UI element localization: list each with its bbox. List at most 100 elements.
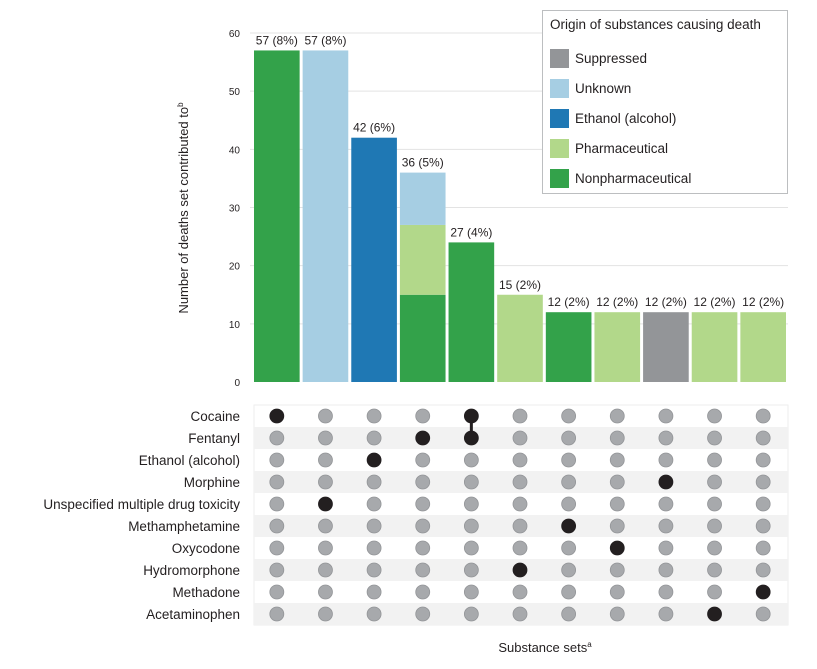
matrix-dot-inactive xyxy=(463,496,479,512)
matrix-dot-inactive xyxy=(318,430,333,446)
bar-value-label: 27 (4%) xyxy=(450,225,492,239)
matrix-dot-inactive xyxy=(755,606,771,622)
legend-label: Suppressed xyxy=(575,50,648,66)
matrix-dot-inactive xyxy=(561,562,577,578)
matrix-dot-inactive xyxy=(318,474,333,490)
matrix-dot-inactive xyxy=(366,518,382,534)
matrix-dot-inactive xyxy=(561,452,577,468)
substance-labels: Cocaine Fentanyl Ethanol (alcohol) Morphine… xyxy=(43,409,240,622)
matrix-dot-inactive xyxy=(415,408,431,424)
matrix-dot-inactive xyxy=(561,408,577,424)
matrix-dot-inactive xyxy=(366,474,382,490)
legend-label: Pharmaceutical xyxy=(575,140,669,156)
matrix-dot-inactive xyxy=(366,562,382,578)
matrix-dot-inactive xyxy=(658,430,674,446)
matrix-dot-inactive xyxy=(415,452,431,468)
matrix-dot-inactive xyxy=(755,518,771,534)
substance-label: Methadone xyxy=(172,585,240,600)
matrix-dot-inactive xyxy=(415,562,431,578)
matrix-dot-active xyxy=(658,474,674,490)
bar-segment-nonpharmaceutical xyxy=(448,242,495,382)
matrix-dot-inactive xyxy=(512,584,528,600)
legend-item-nonpharmaceutical: Nonpharmaceutical xyxy=(550,168,691,188)
matrix-dot-inactive xyxy=(463,518,479,534)
matrix-dot-inactive xyxy=(755,540,771,556)
matrix-dot-inactive xyxy=(318,408,333,424)
matrix-dot-inactive xyxy=(609,518,625,534)
legend-swatch xyxy=(550,138,569,158)
matrix-dot-inactive xyxy=(463,540,479,556)
bar-value-label: 12 (2%) xyxy=(645,295,687,309)
matrix-dot-inactive xyxy=(415,584,431,600)
matrix-dot-active xyxy=(512,562,528,578)
matrix-dot-inactive xyxy=(415,518,431,534)
matrix-dot-inactive xyxy=(707,540,722,556)
matrix-dot-inactive xyxy=(707,496,722,512)
matrix-dot-inactive xyxy=(609,584,625,600)
legend-title: Origin of substances causing death xyxy=(550,17,761,32)
bar-segment-suppressed xyxy=(643,312,689,382)
matrix-dot-inactive xyxy=(755,452,771,468)
bar-value-label: 15 (2%) xyxy=(499,278,541,292)
matrix-dot-inactive xyxy=(561,430,577,446)
legend: Origin of substances causing death Suppr… xyxy=(542,10,788,194)
matrix-dot-inactive xyxy=(561,474,577,490)
matrix-dot-inactive xyxy=(755,474,771,490)
bar-value-label: 57 (8%) xyxy=(304,33,346,47)
y-axis-label-superscript: b xyxy=(176,102,185,107)
matrix-dot-inactive xyxy=(318,518,333,534)
substance-label: Unspecified multiple drug toxicity xyxy=(43,497,240,512)
y-axis-label: Number of deaths set contributed tob xyxy=(176,102,191,314)
bar-segment-unknown xyxy=(302,50,349,382)
matrix-dot-inactive xyxy=(512,496,528,512)
matrix-dot-inactive xyxy=(707,562,722,578)
bar-value-label: 12 (2%) xyxy=(694,295,736,309)
matrix-dot-inactive xyxy=(366,496,382,512)
matrix-dot-inactive xyxy=(658,562,674,578)
matrix-dot-inactive xyxy=(463,584,479,600)
matrix-dot-active xyxy=(707,606,722,622)
matrix-dot-active xyxy=(609,540,625,556)
matrix-dot-inactive xyxy=(658,518,674,534)
matrix-dot-inactive xyxy=(658,408,674,424)
matrix-dot-inactive xyxy=(318,584,333,600)
substance-label: Ethanol (alcohol) xyxy=(139,453,240,468)
matrix-dot-inactive xyxy=(512,408,528,424)
matrix-dot-inactive xyxy=(415,606,431,622)
matrix-dot-inactive xyxy=(609,452,625,468)
matrix-dot-active xyxy=(269,408,285,424)
matrix-dot-active xyxy=(463,408,479,424)
bar-segment-pharmaceutical xyxy=(497,294,543,382)
legend-swatch xyxy=(550,78,569,98)
legend-label: Ethanol (alcohol) xyxy=(575,110,677,126)
matrix-dot-inactive xyxy=(366,584,382,600)
bar-value-label: 36 (5%) xyxy=(402,156,444,170)
matrix-dot-inactive xyxy=(366,606,382,622)
matrix-dot-inactive xyxy=(415,540,431,556)
matrix-dot-inactive xyxy=(755,496,771,512)
substance-label: Methamphetamine xyxy=(128,519,240,534)
legend-item-pharmaceutical: Pharmaceutical xyxy=(550,138,668,158)
matrix-dot-inactive xyxy=(561,606,577,622)
matrix-dot-active xyxy=(463,430,479,446)
matrix-dot-inactive xyxy=(707,430,722,446)
bar-labels: 57 (8%) 57 (8%) 42 (6%) 36 (5%) 27 (4%) 15 (2… xyxy=(256,33,784,309)
y-tick-label: 0 xyxy=(234,378,240,389)
legend-item-unknown: Unknown xyxy=(550,78,631,98)
matrix-dot-active xyxy=(561,518,577,534)
substance-label: Acetaminophen xyxy=(146,607,240,622)
matrix-dot-inactive xyxy=(609,408,625,424)
matrix-dot-inactive xyxy=(463,606,479,622)
matrix-dot-inactive xyxy=(463,562,479,578)
matrix-dot-inactive xyxy=(366,408,382,424)
matrix-dot-inactive xyxy=(755,408,771,424)
matrix-dot-inactive xyxy=(415,496,431,512)
matrix-dot-inactive xyxy=(269,452,285,468)
y-tick-label: 30 xyxy=(229,204,241,215)
matrix-dot-inactive xyxy=(658,584,674,600)
bar-segment-pharmaceutical xyxy=(594,312,641,382)
bar-segment-pharmaceutical xyxy=(399,224,446,295)
bar-segment-nonpharmaceutical xyxy=(399,294,446,382)
matrix-dot-inactive xyxy=(318,540,333,556)
